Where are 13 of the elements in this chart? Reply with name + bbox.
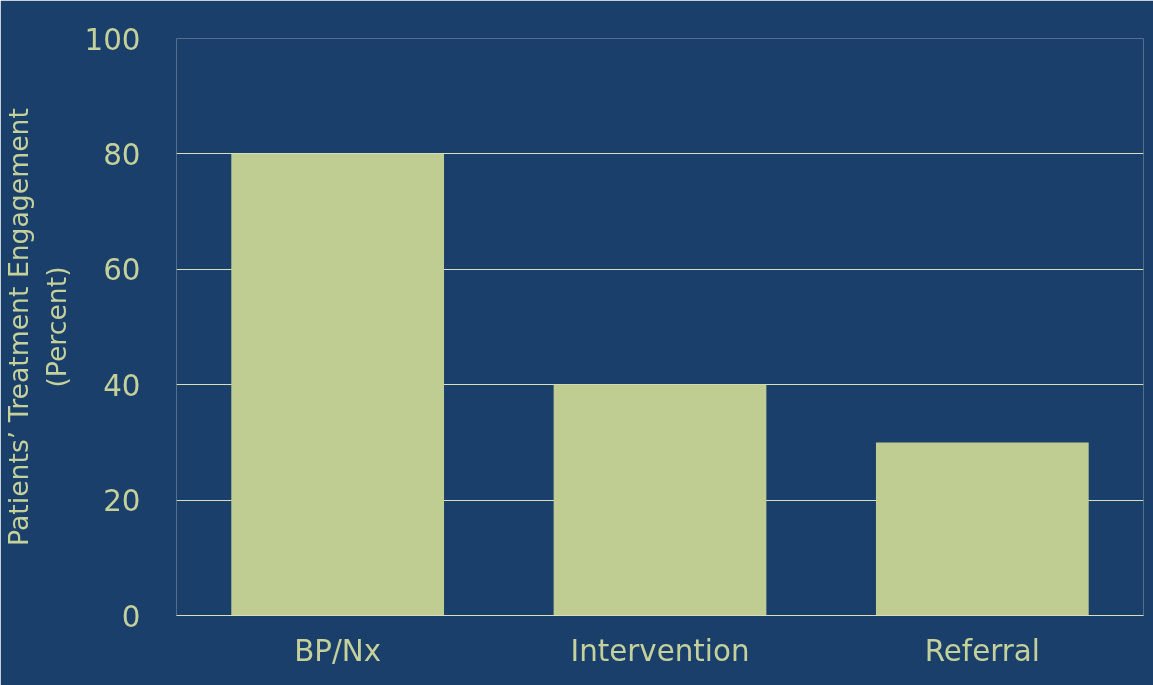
y-tick-label: 100 bbox=[84, 22, 141, 57]
y-tick-label: 0 bbox=[121, 599, 141, 634]
y-tick-label: 40 bbox=[103, 368, 141, 403]
y-axis-title: Patients’ Treatment Engagement (Percent) bbox=[3, 108, 72, 546]
bar bbox=[231, 153, 445, 616]
x-tick-label: Referral bbox=[924, 633, 1040, 668]
bar bbox=[875, 442, 1089, 616]
x-tick-label: BP/Nx bbox=[294, 633, 382, 668]
y-tick-label: 20 bbox=[103, 484, 141, 519]
y-tick-label: 80 bbox=[103, 137, 141, 172]
x-tick-label: Intervention bbox=[570, 633, 750, 668]
y-tick-label: 60 bbox=[103, 253, 141, 288]
bar bbox=[553, 384, 767, 616]
